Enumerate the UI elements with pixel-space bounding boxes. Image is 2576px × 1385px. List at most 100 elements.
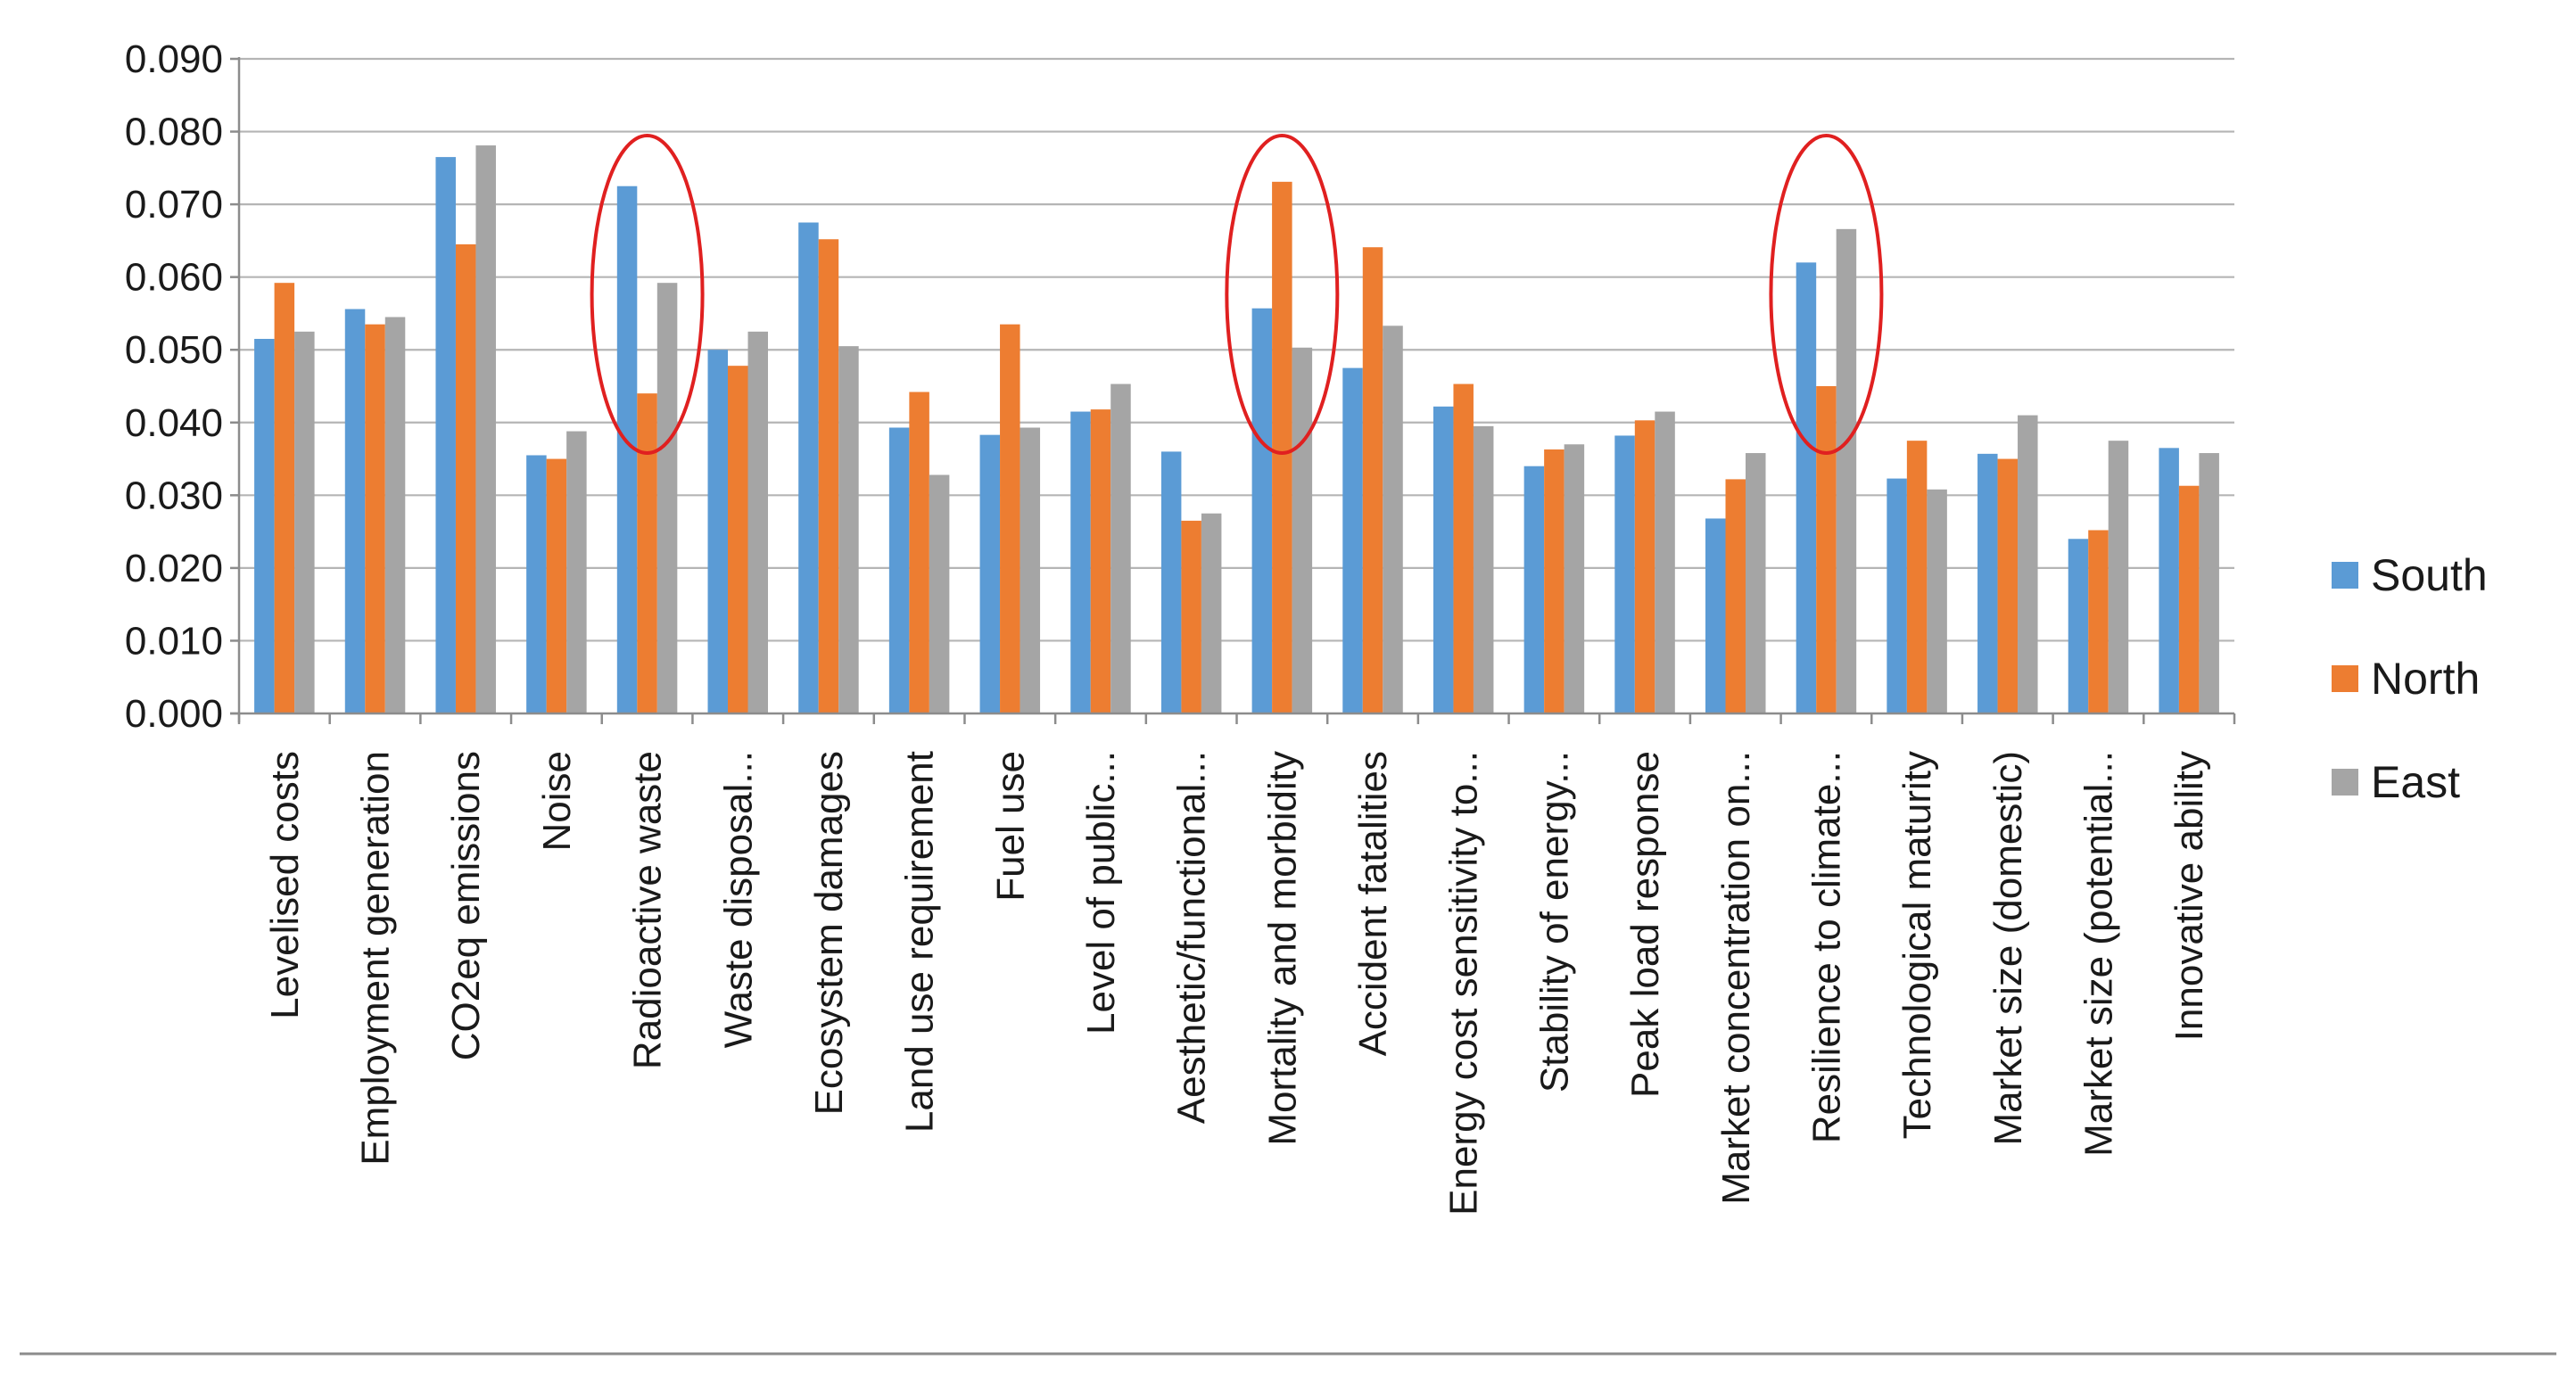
x-tick-label: Radioactive waste [626, 751, 670, 1069]
bar-north-market-size-domestic [1997, 458, 2019, 713]
y-tick-label: 0.090 [125, 37, 223, 81]
x-tick-label: Accident fatalities [1351, 751, 1395, 1056]
bar-north-accident-fatalities [1362, 247, 1383, 713]
y-tick-label: 0.070 [125, 183, 223, 227]
bar-east-peak-load-response [1655, 411, 1675, 713]
bar-east-level-of-public [1110, 383, 1131, 713]
bar-east-radioactive-waste [656, 283, 678, 713]
bar-south-mortality-and-morbidity [1251, 308, 1273, 713]
x-tick-label: Noise [535, 751, 579, 852]
x-tick-label: Innovative ability [2167, 751, 2211, 1041]
x-tick-label: Technological maturity [1895, 751, 1939, 1139]
bar-east-market-size-domestic [2018, 415, 2038, 713]
bar-south-stability-of-energy [1523, 466, 1545, 713]
bar-north-land-use-requirement [909, 392, 929, 713]
y-tick-label: 0.020 [125, 547, 223, 590]
x-tick-label: Market concentration on... [1714, 751, 1758, 1205]
bar-south-market-concentration-on [1705, 518, 1726, 713]
highlight-ellipse-mortality-and-morbidity [1225, 134, 1340, 455]
x-tick-label: Land use requirement [898, 751, 942, 1133]
bar-south-aesthetic-functional [1160, 451, 1182, 713]
bar-east-employment-generation [384, 317, 406, 713]
bar-east-fuel-use [1020, 427, 1041, 713]
bar-east-stability-of-energy [1564, 444, 1585, 713]
bar-north-market-concentration-on [1725, 479, 1746, 713]
y-tick-label: 0.010 [125, 619, 223, 663]
bar-east-co2eq-emissions [475, 145, 496, 713]
x-tick-label: Mortality and morbidity [1260, 751, 1304, 1146]
bar-south-technological-maturity [1887, 478, 1907, 713]
bar-south-level-of-public [1070, 411, 1091, 713]
x-tick-label: Resilience to climate... [1804, 751, 1848, 1143]
y-tick-label: 0.000 [125, 692, 223, 736]
bar-south-energy-cost-sensitivity-to [1432, 406, 1454, 713]
bar-east-resilience-to-climate [1836, 228, 1857, 714]
bar-north-mortality-and-morbidity [1272, 181, 1292, 714]
bar-east-innovative-ability [2199, 453, 2219, 713]
x-tick-labels: Levelised costs Employment generation CO2e… [263, 751, 2211, 1216]
legend-swatch-south [2332, 562, 2358, 589]
bar-north-energy-cost-sensitivity-to [1453, 383, 1474, 713]
x-tick-label: CO2eq emissions [444, 751, 488, 1060]
bar-east-market-concentration-on [1746, 453, 1766, 713]
bar-east-waste-disposal [747, 331, 768, 713]
bar-north-market-size-potential [2088, 530, 2109, 713]
annotations [590, 134, 1884, 455]
bar-south-market-size-potential [2068, 539, 2089, 713]
bar-east-ecosystem-damages [838, 346, 859, 713]
bar-east-technological-maturity [1927, 489, 1947, 713]
x-tick-label: Waste disposal... [716, 751, 760, 1048]
legend-label-south: South [2371, 550, 2488, 600]
bars [254, 145, 2219, 714]
legend-swatch-east [2332, 769, 2358, 796]
y-tick-label: 0.080 [125, 111, 223, 154]
bar-north-aesthetic-functional [1181, 520, 1201, 713]
x-tick-label: Fuel use [988, 751, 1032, 902]
bar-north-co2eq-emissions [455, 243, 476, 713]
legend: South North East [2332, 550, 2488, 807]
bar-north-radioactive-waste [637, 393, 657, 713]
bar-south-innovative-ability [2159, 448, 2179, 713]
bar-east-energy-cost-sensitivity-to [1473, 425, 1494, 713]
bar-south-land-use-requirement [888, 427, 910, 713]
bar-north-employment-generation [365, 324, 385, 713]
x-tick-label: Level of public... [1079, 751, 1123, 1035]
bar-north-stability-of-energy [1544, 449, 1565, 713]
highlight-ellipse-radioactive-waste [590, 134, 705, 455]
legend-label-east: East [2371, 757, 2460, 807]
x-tick-label: Ecosystem damages [807, 751, 851, 1115]
bar-east-land-use-requirement [929, 474, 950, 713]
y-tick-label: 0.030 [125, 474, 223, 517]
bar-east-market-size-potential [2108, 441, 2129, 713]
bar-south-peak-load-response [1614, 435, 1635, 713]
x-tick-label: Levelised costs [263, 751, 307, 1019]
bar-south-accident-fatalities [1342, 367, 1363, 713]
y-tick-label: 0.050 [125, 328, 223, 372]
bar-east-mortality-and-morbidity [1292, 347, 1313, 713]
legend-swatch-north [2332, 665, 2358, 692]
y-tick-label: 0.060 [125, 256, 223, 300]
bar-north-fuel-use [1000, 324, 1020, 713]
bar-north-innovative-ability [2178, 485, 2200, 713]
x-tick-label: Market size (domestic) [1986, 751, 2030, 1146]
bar-north-level-of-public [1090, 409, 1111, 713]
bar-south-radioactive-waste [616, 185, 638, 713]
x-tick-label: Peak load response [1623, 751, 1667, 1098]
bar-north-peak-load-response [1634, 420, 1655, 713]
bar-east-aesthetic-functional [1201, 513, 1222, 713]
bar-east-noise [566, 431, 587, 713]
bar-south-fuel-use [979, 434, 1001, 713]
axes [230, 57, 2236, 724]
bar-east-accident-fatalities [1383, 326, 1403, 713]
x-tick-label: Market size (potential... [2076, 751, 2120, 1157]
bar-north-waste-disposal [728, 366, 748, 713]
y-tick-label: 0.040 [125, 401, 223, 445]
bar-north-technological-maturity [1906, 441, 1928, 713]
bar-south-resilience-to-climate [1796, 262, 1817, 713]
bar-south-noise [526, 455, 547, 713]
y-tick-labels: 0.000 0.010 0.020 0.030 0.040 0.050 0.060 0.070… [125, 37, 223, 736]
bar-south-ecosystem-damages [798, 222, 819, 713]
bar-east-levelised-costs [294, 331, 315, 713]
x-tick-label: Energy cost sensitivity to... [1442, 751, 1486, 1216]
